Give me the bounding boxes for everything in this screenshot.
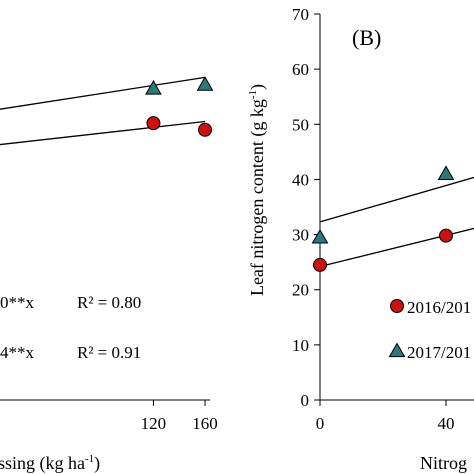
y-tick-label: 60 xyxy=(292,60,309,79)
panel-label: (B) xyxy=(352,25,381,50)
data-point xyxy=(196,76,214,91)
y-tick-label: 40 xyxy=(292,170,309,189)
y-axis-label: Leaf nitrogen content (g kg-1) xyxy=(247,84,268,296)
data-point xyxy=(313,257,327,272)
legend-label: 2016/201 xyxy=(407,298,471,317)
r-squared-label: R² = 0.80 xyxy=(77,293,141,312)
fit-line xyxy=(0,76,206,110)
y-tick-label: 70 xyxy=(292,5,309,24)
fit-line xyxy=(0,120,206,146)
regression-equation: 0**x xyxy=(0,293,35,312)
y-tick-label: 20 xyxy=(292,281,309,300)
y-tick-label: 50 xyxy=(292,115,309,134)
y-tick-label: 30 xyxy=(292,226,309,245)
x-axis-label: Nitrog xyxy=(420,453,467,473)
legend-marker xyxy=(388,342,406,358)
x-tick-label: 160 xyxy=(192,414,218,433)
y-tick-label: 0 xyxy=(301,391,310,410)
panel-a: 120 160 0**x R² = 0.80 4**x R² = 0.91 ssing (k… xyxy=(0,76,218,474)
x-axis-label: ssing (kg ha-1) xyxy=(0,453,100,474)
data-point xyxy=(437,165,455,181)
data-point xyxy=(198,122,212,137)
legend-label: 2017/201 xyxy=(407,343,471,362)
x-tick-label: 120 xyxy=(141,414,167,433)
x-tick-label: 0 xyxy=(316,414,325,433)
data-point xyxy=(146,116,161,131)
fit-line xyxy=(319,176,474,223)
x-tick-label: 40 xyxy=(438,414,455,433)
panel-b: 0 10 20 30 40 50 60 70 0 40 (B) 2016/201 2017/201 Lea… xyxy=(247,5,474,473)
legend-marker xyxy=(390,299,404,313)
regression-equation: 4**x xyxy=(0,343,35,362)
y-tick-label: 10 xyxy=(292,336,309,355)
data-point xyxy=(145,79,162,95)
data-point xyxy=(439,228,453,243)
data-point xyxy=(311,228,329,244)
r-squared-label: R² = 0.91 xyxy=(77,343,141,362)
